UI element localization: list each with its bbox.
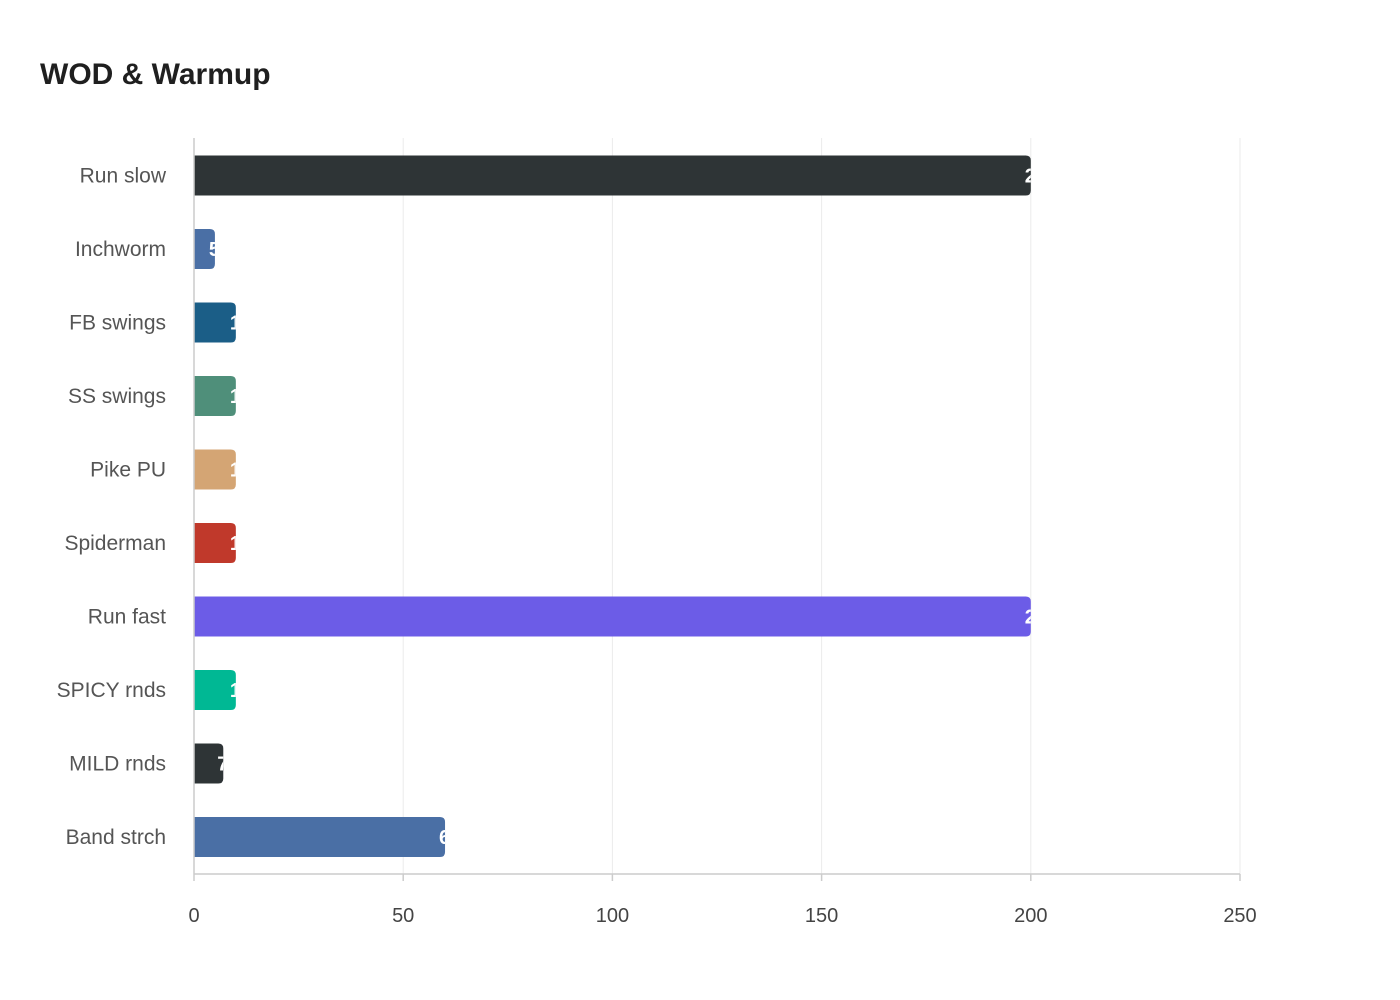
bar-inchworm bbox=[194, 229, 215, 269]
bar-value-label: 10 bbox=[230, 313, 252, 335]
grid-lines bbox=[402, 138, 1241, 874]
x-tick-label: 0 bbox=[188, 905, 199, 927]
category-label-pike-pu: Pike PU bbox=[90, 459, 166, 482]
bar-value-label: 10 bbox=[230, 386, 252, 408]
bar-fb-swings bbox=[194, 302, 236, 343]
bar-value-label: 7 bbox=[217, 754, 228, 776]
bar-spicy-rnds bbox=[194, 670, 236, 710]
bar-value-label: 10 bbox=[230, 533, 252, 555]
bar-value-label: 200 bbox=[1025, 607, 1058, 629]
x-tick-label: 100 bbox=[596, 905, 629, 927]
category-label-mild-rnds: MILD rnds bbox=[69, 753, 166, 776]
bar-value-label: 10 bbox=[230, 460, 252, 482]
category-label-inchworm: Inchworm bbox=[75, 238, 166, 261]
category-label-ss-swings: SS swings bbox=[68, 385, 166, 408]
x-tick-label: 50 bbox=[392, 905, 414, 927]
bar-ss-swings bbox=[194, 376, 236, 416]
category-labels: Run slow Inchworm FB swings SS swings Pike P… bbox=[57, 165, 167, 850]
bar-spiderman bbox=[194, 523, 236, 563]
axes bbox=[193, 138, 1241, 881]
bar-band-strch bbox=[194, 817, 446, 857]
category-label-fb-swings: FB swings bbox=[69, 312, 166, 335]
bars: 200 5 10 10 10 10 200 10 7 60 bbox=[194, 155, 1058, 857]
category-label-band-strch: Band strch bbox=[66, 826, 166, 849]
x-tick-label: 200 bbox=[1014, 905, 1047, 927]
category-label-run-slow: Run slow bbox=[80, 165, 167, 188]
bar-run-fast bbox=[194, 596, 1031, 637]
tick-labels: 0 50 100 150 200 250 bbox=[188, 905, 1256, 927]
chart-title: WOD & Warmup bbox=[40, 58, 271, 91]
category-label-spicy-rnds: SPICY rnds bbox=[57, 679, 166, 702]
bar-value-label: 200 bbox=[1025, 166, 1058, 188]
category-label-run-fast: Run fast bbox=[88, 606, 166, 629]
bar-value-label: 60 bbox=[439, 827, 461, 849]
bar-pike-pu bbox=[194, 449, 236, 490]
bar-value-label: 10 bbox=[230, 680, 252, 702]
bar-run-slow bbox=[194, 155, 1031, 196]
x-tick-label: 250 bbox=[1223, 905, 1256, 927]
bar-mild-rnds bbox=[194, 743, 224, 784]
category-label-spiderman: Spiderman bbox=[64, 532, 166, 555]
bar-value-label: 5 bbox=[209, 239, 220, 261]
x-tick-label: 150 bbox=[805, 905, 838, 927]
